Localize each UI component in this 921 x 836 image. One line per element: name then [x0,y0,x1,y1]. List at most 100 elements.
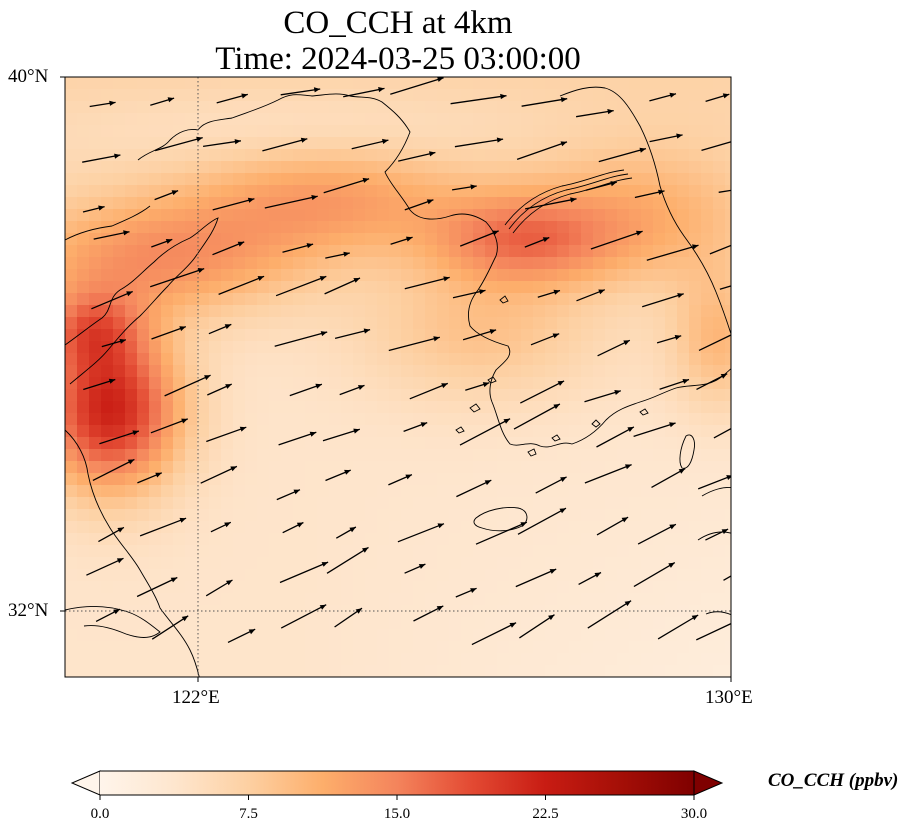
wind-vector-shaft [409,382,449,400]
wind-vector-arrowhead [726,475,731,480]
wind-vector-arrowhead [669,422,676,428]
wind-vector-arrowhead [119,338,126,344]
wind-vector-arrowhead [405,474,412,480]
wind-vector-arrowhead [489,329,497,335]
wind-vector-arrowhead [598,289,605,295]
wind-vector-arrowhead [197,268,205,273]
wind-vector-arrowhead [742,615,749,620]
wind-vector-arrowhead [362,177,370,183]
wind-vector-arrowhead [358,385,365,390]
wind-vector-arrowhead [441,383,448,389]
wind-vector-arrowhead [165,239,173,244]
wind-vector-arrowhead [621,517,629,523]
coastline-jiangsu [65,429,200,677]
wind-vector-shaft [86,557,124,576]
wind-vector-shaft [637,523,677,545]
wind-vector-shaft [646,244,699,261]
colorbar-tick-label: 15.0 [383,806,411,822]
wind-vector-shaft [200,465,238,484]
wind-vector-arrowhead [321,562,329,567]
wind-vector-arrowhead [237,241,245,247]
wind-vector-shaft [151,325,187,340]
lat-label-40N: 40°N [8,66,49,87]
jeju-island [473,507,528,532]
yangtze-estuary [65,605,161,638]
wind-vector-arrowhead [674,335,682,340]
wind-vector-arrowhead [181,615,189,622]
wind-vector-arrowhead [560,476,567,482]
wind-vector-shaft [212,198,255,211]
wind-vector-arrowhead [520,522,527,527]
wind-vector-shaft [279,561,329,584]
wind-vector-arrowhead [736,422,743,427]
islands-west-korea [455,295,649,457]
wind-vector-shaft [709,244,731,255]
wind-vector-arrowhead [433,336,440,342]
colorbar-tick-label: 22.5 [532,806,559,822]
wind-vector-arrowhead [300,137,308,143]
wind-vector-arrowhead [722,93,730,99]
wind-vector-shaft [696,622,731,641]
wind-vector-shaft [590,230,643,250]
wind-vector-shaft [164,374,211,397]
colorbar-tick-label: 0.0 [90,806,110,822]
wind-vector-arrowhead [234,139,241,145]
wind-vector-shaft [651,468,686,488]
lon-label-130E: 130°E [705,687,753,708]
wind-vector-arrowhead [594,572,601,578]
wind-vector-arrowhead [484,480,492,486]
wind-vector-arrowhead [557,380,565,386]
wind-vector-arrowhead [315,383,322,389]
wind-vector-shaft [698,334,731,351]
wind-vector-shaft [91,290,133,310]
wind-vector-shaft [456,479,492,498]
wind-vector-arrowhead [320,331,328,337]
wind-vector-arrowhead [241,93,248,99]
wind-vector-arrowhead [224,522,231,528]
wind-vector-arrowhead [443,276,450,282]
wind-vector-shaft [450,95,507,105]
wind-vector-arrowhead [98,205,105,211]
wind-vector-shaft [596,426,635,448]
wind-vector-shaft [584,390,621,403]
wind-vector-arrowhead [309,431,317,437]
map-area [65,77,753,677]
wind-vector-arrowhead [382,138,389,144]
wind-vector-arrowhead [123,230,130,236]
wind-vector-arrowhead [132,430,139,436]
wind-vector-arrowhead [639,147,646,153]
wind-vector-shaft [519,614,555,639]
wind-vector-shaft [343,87,385,98]
wind-vector-arrowhead [560,97,568,103]
wind-vector-arrowhead [669,524,676,530]
wind-vector-shaft [218,275,265,296]
wind-vector-shaft [323,178,370,194]
wind-vector-shaft [326,546,369,574]
map-title-variable: CO_CCH at 4km [283,5,513,41]
wind-vector-shaft [274,331,328,347]
wind-vector-arrowhead [230,466,237,472]
wind-vector-shaft [520,380,565,404]
wind-vector-arrowhead [378,87,385,93]
co-concentration-field [65,77,731,677]
wind-vector-arrowhead [296,522,304,528]
wind-vector-shaft [203,140,241,148]
wind-vector-arrowhead [610,181,617,187]
axis-ticks [60,76,732,682]
wind-vector-arrowhead [114,153,121,159]
wind-vector-shaft [459,418,511,446]
wind-vector-arrowhead [437,77,444,82]
wind-vector-shaft [149,267,205,288]
coastlines [65,86,731,677]
wind-vector-arrowhead [362,547,369,553]
wind-vector-arrowhead [746,279,753,284]
wind-vector-arrowhead [239,426,247,432]
wind-vector-shaft [718,189,731,193]
wind-vector-arrowhead [353,428,360,434]
wind-vector-arrowhead [226,580,233,586]
wind-vector-arrowhead [623,340,630,346]
wind-vector-shaft [587,600,632,629]
wind-vector-shaft [521,98,568,107]
wind-vector-arrowhead [553,289,560,295]
